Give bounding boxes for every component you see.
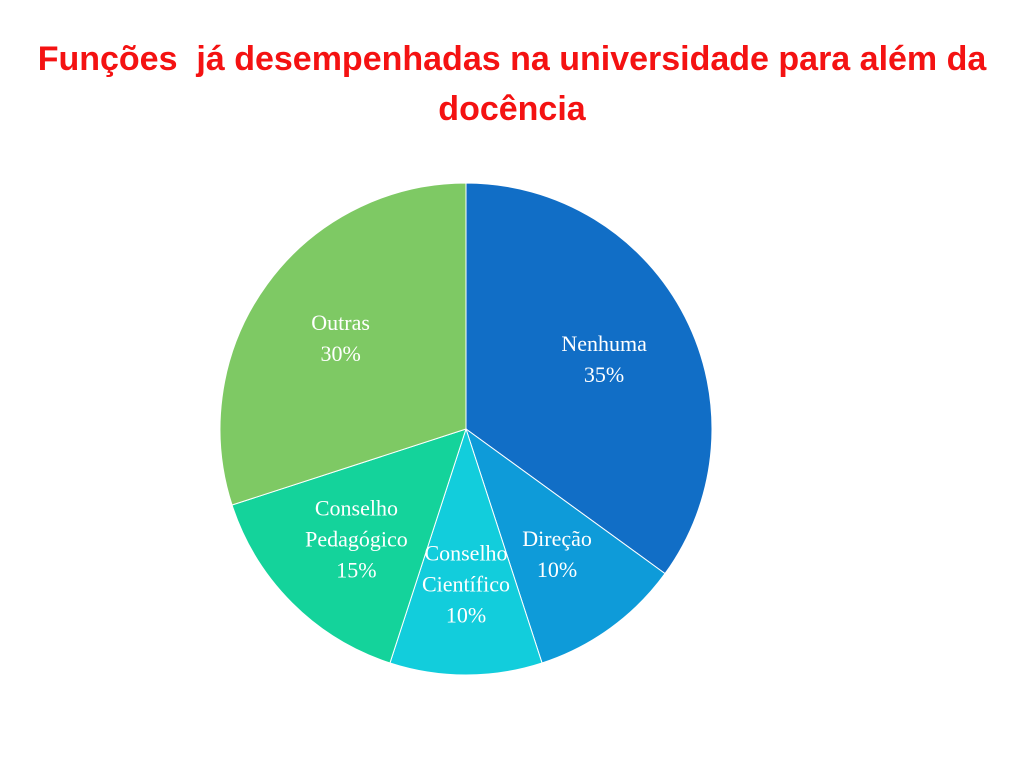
slice-label: Conselho Científico 10% bbox=[391, 537, 541, 630]
pie-slice bbox=[389, 427, 543, 676]
value-label: 10% bbox=[445, 602, 487, 628]
category-label: Nenhuma bbox=[561, 330, 647, 356]
category-label: Conselho Científico bbox=[422, 540, 510, 597]
slice-label: Nenhuma 35% bbox=[529, 328, 679, 390]
chart-title: Funções já desempenhadas na universidade… bbox=[37, 40, 996, 128]
slice-label: Outras 30% bbox=[266, 307, 416, 369]
category-label: Conselho Pedagógico bbox=[305, 495, 408, 552]
pie-slice bbox=[465, 182, 713, 575]
category-label: Direção bbox=[522, 526, 592, 552]
value-label: 30% bbox=[320, 340, 361, 366]
pie-slice bbox=[465, 427, 666, 664]
slice-label: Direção 10% bbox=[482, 523, 632, 585]
pie-slice bbox=[231, 428, 467, 664]
slice-label: Conselho Pedagógico 15% bbox=[281, 492, 431, 585]
value-label: 35% bbox=[583, 361, 625, 387]
category-label: Outras bbox=[311, 309, 370, 335]
value-label: 10% bbox=[536, 557, 578, 583]
value-label: 15% bbox=[336, 557, 377, 583]
pie-slice bbox=[219, 182, 467, 506]
